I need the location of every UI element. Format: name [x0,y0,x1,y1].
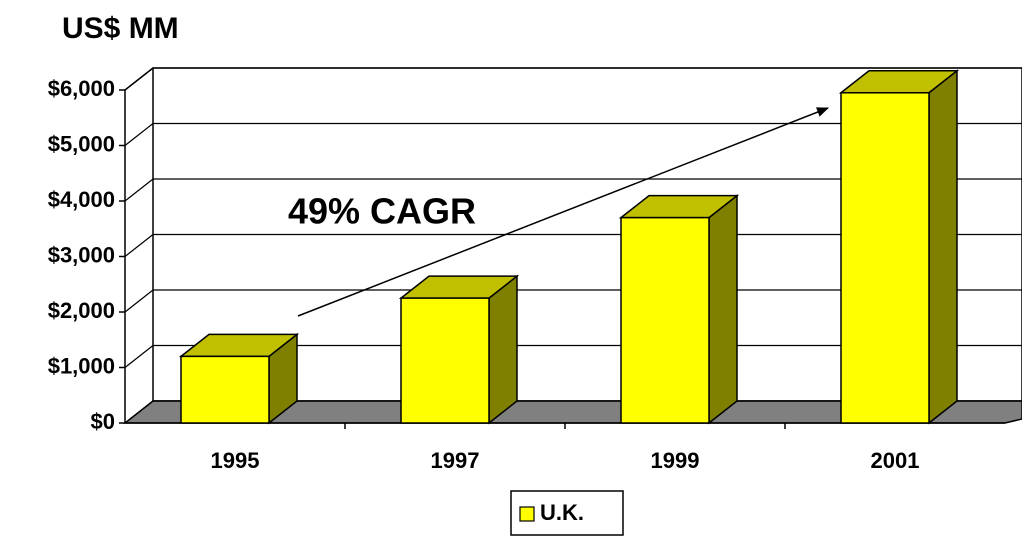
grid-line [124,123,154,146]
x-tick-label: 2001 [871,448,920,473]
y-tick-label: $0 [91,409,115,434]
y-tick-label: $4,000 [48,187,115,212]
bar-side [488,274,518,425]
bar [840,92,930,424]
grid-line [124,289,154,313]
x-tick-label: 1997 [431,448,480,473]
y-tick-label: $1,000 [48,353,115,378]
bar [400,297,490,424]
grid-line [124,400,154,424]
annotation: 49% CAGR [288,191,476,232]
y-tick-label: $5,000 [48,131,115,156]
bar-side [928,69,958,425]
x-tick-label: 1995 [211,448,260,473]
x-tick-label: 1999 [651,448,700,473]
y-tick-label: $6,000 [48,76,115,101]
y-tick-label: $3,000 [48,242,115,267]
y-tick-label: $2,000 [48,298,115,323]
legend-swatch [519,506,535,522]
bar-side [708,194,738,425]
grid-line [124,345,154,368]
annotation-arrow [297,107,829,317]
legend-label: U.K. [540,500,584,525]
chart-title: US$ MM [62,12,179,45]
grid-line [124,234,154,257]
grid-line [124,178,154,202]
bar [620,216,710,424]
grid-line [124,67,154,91]
bar [180,355,270,424]
